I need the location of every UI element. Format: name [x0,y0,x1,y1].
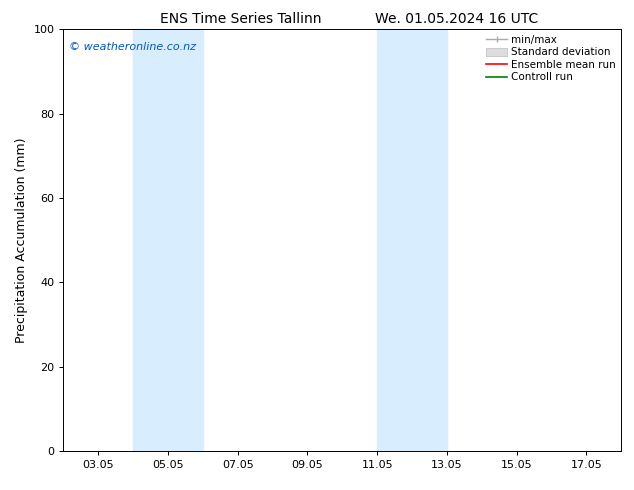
Text: ENS Time Series Tallinn: ENS Time Series Tallinn [160,12,321,26]
Bar [133,29,203,451]
Text: We. 01.05.2024 16 UTC: We. 01.05.2024 16 UTC [375,12,538,26]
Legend: min/max, Standard deviation, Ensemble mean run, Controll run: min/max, Standard deviation, Ensemble me… [483,31,619,86]
Text: © weatheronline.co.nz: © weatheronline.co.nz [69,42,196,52]
Bar [377,29,447,451]
Y-axis label: Precipitation Accumulation (mm): Precipitation Accumulation (mm) [15,137,28,343]
